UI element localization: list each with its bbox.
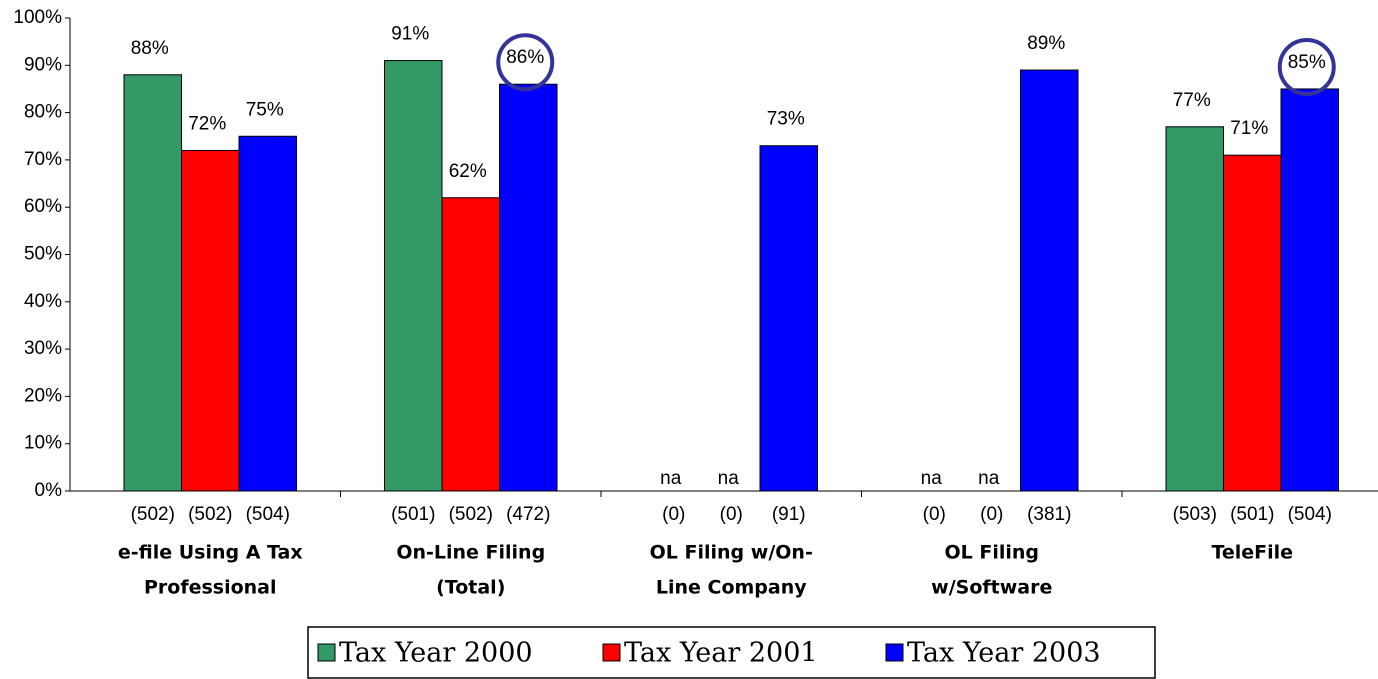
value-label: 86% (506, 47, 544, 68)
y-tick-label: 40% (24, 291, 62, 312)
legend-swatch (602, 643, 621, 662)
value-label: 85% (1288, 52, 1326, 73)
x-tick-label: e-file Using A Tax (118, 542, 303, 564)
value-label: 62% (449, 161, 487, 182)
bar (1223, 154, 1282, 492)
x-tick-label: OL Filing (944, 542, 1039, 564)
value-label: na (921, 468, 943, 489)
legend-label: Tax Year 2003 (907, 638, 1101, 669)
bar (238, 135, 297, 492)
bar (123, 74, 182, 492)
highlight-circle (496, 33, 555, 92)
bar (1165, 126, 1224, 492)
legend-swatch (885, 643, 904, 662)
legend-swatch (317, 643, 336, 662)
value-label: na (718, 468, 740, 489)
value-label: na (660, 468, 682, 489)
sample-size: (0) (662, 504, 685, 525)
y-tick-label: 10% (24, 433, 62, 454)
sample-size: (91) (772, 504, 806, 525)
y-tick-label: 50% (24, 244, 62, 265)
x-tick-label: Line Company (656, 577, 807, 599)
bar (1280, 88, 1339, 492)
bar (1020, 69, 1079, 492)
sample-size: (502) (449, 504, 493, 525)
bar (759, 145, 818, 492)
sample-size: (504) (246, 504, 290, 525)
y-tick-label: 60% (24, 196, 62, 217)
sample-size: (0) (980, 504, 1003, 525)
value-label: 75% (246, 99, 284, 120)
y-tick-label: 90% (24, 54, 62, 75)
sample-size: (504) (1288, 504, 1332, 525)
y-tick-label: 70% (24, 149, 62, 170)
bar (181, 149, 240, 492)
legend-label: Tax Year 2000 (339, 638, 533, 669)
sample-size: (381) (1027, 504, 1071, 525)
sample-size: (502) (131, 504, 175, 525)
sample-size: (502) (188, 504, 232, 525)
sample-size: (503) (1173, 504, 1217, 525)
sample-size: (0) (923, 504, 946, 525)
sample-size: (0) (720, 504, 743, 525)
bar (384, 60, 443, 492)
y-tick-label: 20% (24, 385, 62, 406)
y-tick-label: 30% (24, 338, 62, 359)
y-tick-label: 0% (35, 480, 63, 501)
bar (441, 197, 500, 492)
x-tick-label: Professional (144, 577, 277, 599)
value-label: 71% (1230, 118, 1268, 139)
x-tick-label: (Total) (436, 577, 505, 599)
sample-size: (501) (1230, 504, 1274, 525)
x-tick-label: On-Line Filing (396, 542, 545, 564)
value-label: na (978, 468, 1000, 489)
highlight-circle (1277, 37, 1336, 96)
sample-size: (501) (391, 504, 435, 525)
legend-box (307, 626, 1156, 679)
x-tick-label: w/Software (931, 577, 1052, 599)
value-label: 73% (767, 109, 805, 130)
legend-label: Tax Year 2001 (624, 638, 818, 669)
value-label: 89% (1027, 33, 1065, 54)
value-label: 72% (188, 113, 226, 134)
sample-size: (472) (506, 504, 550, 525)
x-tick-label: TeleFile (1211, 542, 1293, 564)
value-label: 77% (1173, 90, 1211, 111)
y-tick-label: 80% (24, 102, 62, 123)
value-label: 88% (131, 38, 169, 59)
value-label: 91% (391, 24, 429, 45)
y-tick-label: 100% (13, 7, 62, 28)
bar (499, 83, 558, 492)
x-tick-label: OL Filing w/On- (650, 542, 813, 564)
